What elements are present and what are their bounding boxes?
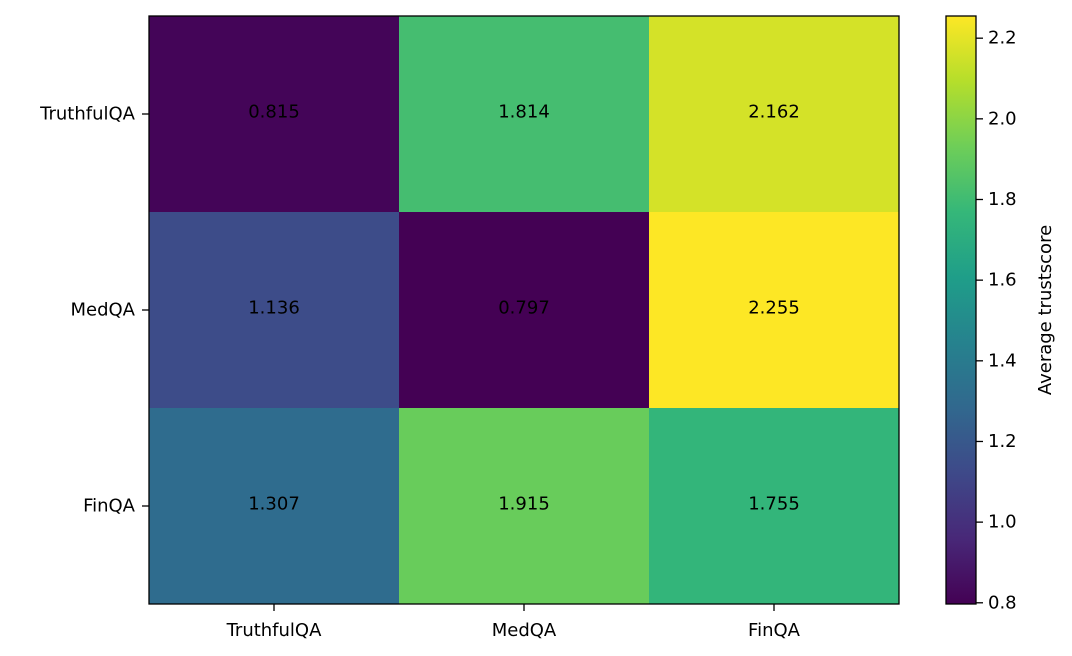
cell-value-label: 1.814 <box>498 102 550 123</box>
cell-value-label: 1.307 <box>248 494 300 515</box>
cell-value-label: 1.915 <box>498 494 550 515</box>
colorbar-gradient <box>946 16 976 604</box>
heatmap-cell <box>649 212 900 409</box>
y-tick-label: MedQA <box>70 300 135 321</box>
heatmap-cell <box>649 408 900 605</box>
heatmap-cell <box>399 16 650 213</box>
x-tick-label: MedQA <box>492 620 557 641</box>
colorbar-title: Average trustscore <box>1035 225 1056 395</box>
colorbar-tick-label: 1.0 <box>988 512 1017 533</box>
cell-value-label: 1.136 <box>248 298 300 319</box>
colorbar-tick-label: 2.2 <box>988 28 1017 49</box>
y-axis: TruthfulQA MedQA FinQA <box>39 104 149 517</box>
colorbar-frame <box>945 15 977 605</box>
y-tick-label: TruthfulQA <box>39 104 136 125</box>
colorbar-tick-label: 1.2 <box>988 431 1017 452</box>
x-tick-label: TruthfulQA <box>226 620 323 641</box>
colorbar-tick-label: 2.0 <box>988 108 1017 129</box>
y-tick-label: FinQA <box>83 496 136 517</box>
x-axis: TruthfulQA MedQA FinQA <box>226 604 801 641</box>
heatmap-cell <box>399 408 650 605</box>
cell-value-label: 0.815 <box>248 102 300 123</box>
colorbar-ticks: 0.8 1.0 1.2 1.4 1.6 1.8 2.0 2.2 <box>976 28 1017 613</box>
x-tick-label: FinQA <box>748 620 801 641</box>
cell-value-label: 2.162 <box>748 102 800 123</box>
heatmap-cell <box>149 212 400 409</box>
heatmap-cell <box>149 16 400 213</box>
colorbar: 0.8 1.0 1.2 1.4 1.6 1.8 2.0 2.2 Average trustsc… <box>945 15 1056 613</box>
cell-value-label: 0.797 <box>498 298 550 319</box>
cell-value-label: 1.755 <box>748 494 800 515</box>
heatmap-cell <box>149 408 400 605</box>
colorbar-tick-label: 1.4 <box>988 350 1017 371</box>
heatmap-cell <box>399 212 650 409</box>
heatmap-cell <box>649 16 900 213</box>
colorbar-tick-label: 1.8 <box>988 189 1017 210</box>
heatmap-cell-labels: 0.815 1.814 2.162 1.136 0.797 2.255 1.307 1.915… <box>248 102 800 515</box>
cell-value-label: 2.255 <box>748 298 800 319</box>
colorbar-tick-label: 1.6 <box>988 270 1017 291</box>
colorbar-tick-label: 0.8 <box>988 592 1017 613</box>
heatmap-cells <box>149 16 900 605</box>
